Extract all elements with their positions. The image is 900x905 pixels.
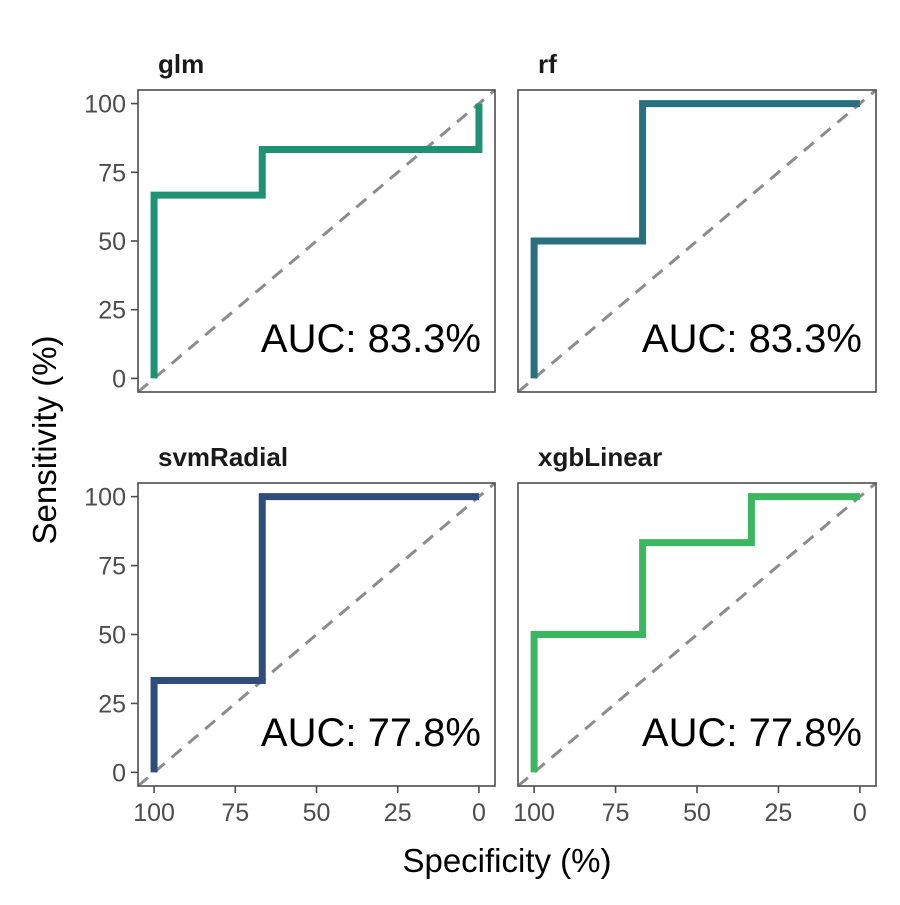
x-axis-title: Specificity (%) <box>402 842 611 879</box>
auc-label-xgbLinear: AUC: 77.8% <box>642 711 862 755</box>
y-tick-label: 75 <box>98 159 126 187</box>
roc-curve-xgbLinear <box>530 493 860 773</box>
facet-title-glm: glm <box>158 49 204 79</box>
panel-glm: glm AUC: 83.3% 0 25 50 75 100 <box>84 49 496 393</box>
x-tick-label: 100 <box>513 799 555 827</box>
facet-title-xgbLinear: xgbLinear <box>538 442 662 472</box>
x-tick-label: 50 <box>303 799 331 827</box>
roc-curve-rf <box>530 100 860 379</box>
y-tick-label: 50 <box>98 228 126 256</box>
x-tick-label: 0 <box>853 799 867 827</box>
x-tick-label: 25 <box>765 799 793 827</box>
y-tick-label: 25 <box>98 690 126 718</box>
panel-frame <box>517 89 877 393</box>
x-tick-label: 0 <box>472 799 486 827</box>
x-tick-label: 50 <box>683 799 711 827</box>
roc-curve-svmRadial <box>150 493 479 773</box>
panel-xgbLinear: xgbLinear AUC: 77.8% 100 75 50 25 0 <box>513 442 877 827</box>
roc-curve-glm <box>150 103 483 379</box>
auc-label-glm: AUC: 83.3% <box>261 317 481 361</box>
panel-rf: rf AUC: 83.3% <box>517 49 877 393</box>
x-tick-label: 100 <box>133 799 175 827</box>
panel-svmRadial: svmRadial AUC: 77.8% 0 25 50 75 100 100 75 50 25 0 <box>84 442 496 827</box>
reference-diagonal-line <box>518 483 876 786</box>
x-tick-label: 75 <box>221 799 249 827</box>
y-tick-label: 25 <box>98 297 126 325</box>
y-axis-title: Sensitivity (%) <box>26 335 63 544</box>
auc-label-svmRadial: AUC: 77.8% <box>261 711 481 755</box>
y-tick-label: 75 <box>98 553 126 581</box>
y-tick-label: 0 <box>112 365 126 393</box>
y-tick-label: 50 <box>98 622 126 650</box>
x-tick-label: 75 <box>602 799 630 827</box>
x-tick-label: 25 <box>384 799 412 827</box>
facet-title-rf: rf <box>538 49 557 79</box>
reference-diagonal-line <box>518 90 876 392</box>
y-tick-label: 100 <box>84 484 126 512</box>
auc-label-rf: AUC: 83.3% <box>642 317 862 361</box>
panels-layer: glm AUC: 83.3% 0 25 50 75 100 rf AUC: 83.3% svmRa… <box>84 49 877 827</box>
y-tick-label: 100 <box>84 91 126 119</box>
y-tick-label: 0 <box>112 759 126 787</box>
facet-title-svmRadial: svmRadial <box>158 442 288 472</box>
reference-diagonal-line <box>138 483 495 786</box>
reference-diagonal-line <box>138 90 495 392</box>
